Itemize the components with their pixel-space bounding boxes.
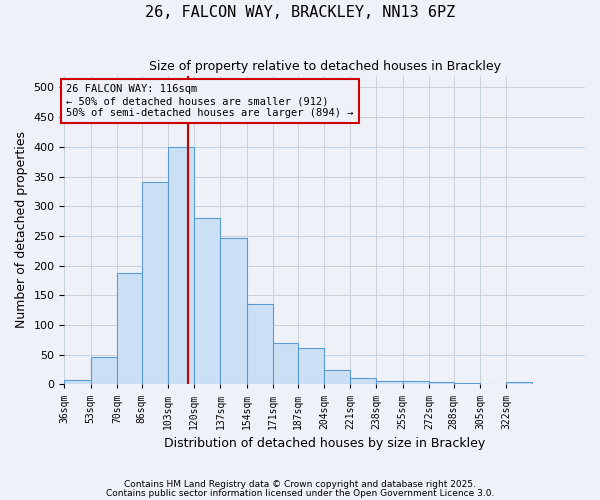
Bar — [64, 380, 91, 384]
Title: Size of property relative to detached houses in Brackley: Size of property relative to detached ho… — [149, 60, 501, 73]
Y-axis label: Number of detached properties: Number of detached properties — [15, 132, 28, 328]
Bar — [194, 218, 220, 384]
Bar — [168, 147, 194, 384]
Text: 26 FALCON WAY: 116sqm
← 50% of detached houses are smaller (912)
50% of semi-det: 26 FALCON WAY: 116sqm ← 50% of detached … — [66, 84, 353, 117]
X-axis label: Distribution of detached houses by size in Brackley: Distribution of detached houses by size … — [164, 437, 485, 450]
Bar — [454, 383, 480, 384]
Text: Contains public sector information licensed under the Open Government Licence 3.: Contains public sector information licen… — [106, 489, 494, 498]
Bar — [429, 382, 454, 384]
Bar — [403, 382, 429, 384]
Bar — [324, 370, 350, 384]
Bar — [350, 378, 376, 384]
Text: 26, FALCON WAY, BRACKLEY, NN13 6PZ: 26, FALCON WAY, BRACKLEY, NN13 6PZ — [145, 5, 455, 20]
Bar — [273, 343, 298, 384]
Bar — [247, 304, 273, 384]
Bar — [142, 182, 168, 384]
Text: Contains HM Land Registry data © Crown copyright and database right 2025.: Contains HM Land Registry data © Crown c… — [124, 480, 476, 489]
Bar — [506, 382, 532, 384]
Bar — [91, 357, 117, 384]
Bar — [220, 238, 247, 384]
Bar — [298, 348, 324, 385]
Bar — [117, 272, 142, 384]
Bar — [376, 382, 403, 384]
